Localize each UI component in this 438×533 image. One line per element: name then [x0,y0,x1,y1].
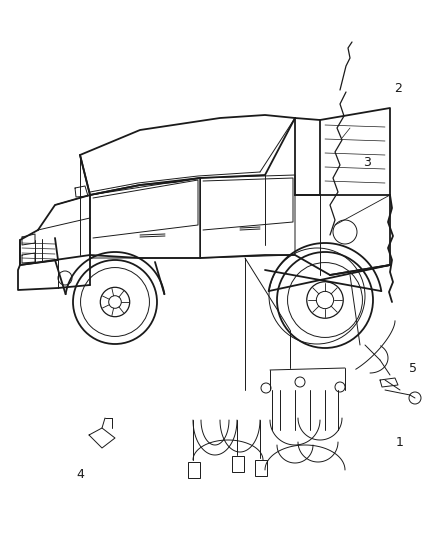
Bar [255,460,267,476]
Bar [188,462,200,478]
Bar [232,456,244,472]
Text: 1: 1 [396,437,404,449]
Text: 5: 5 [409,361,417,375]
Text: 2: 2 [394,82,402,94]
Text: 4: 4 [76,469,84,481]
Text: 3: 3 [363,157,371,169]
